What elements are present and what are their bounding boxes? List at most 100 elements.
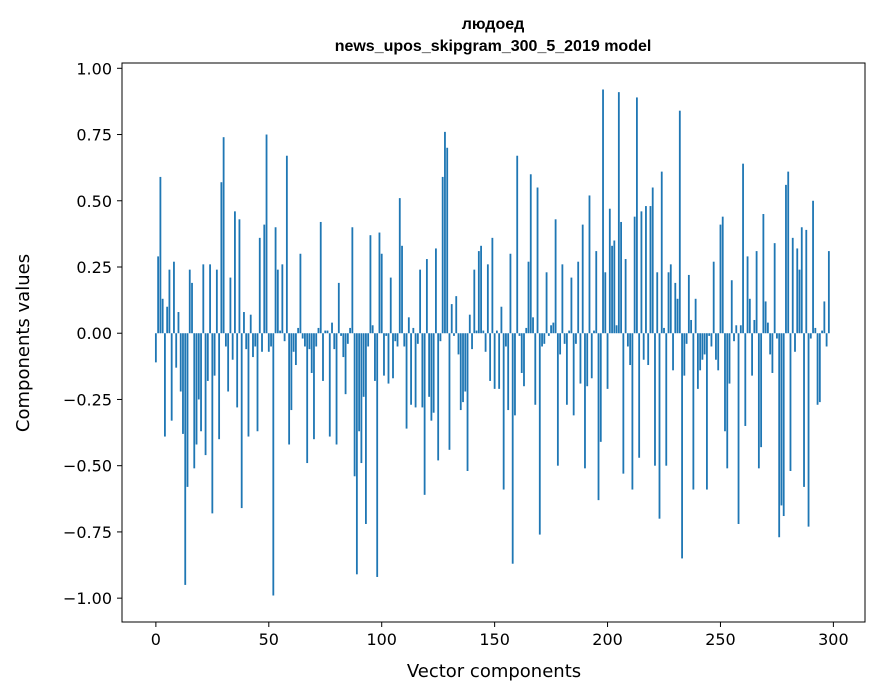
bar <box>710 333 713 347</box>
bar <box>593 330 595 334</box>
bar <box>552 322 555 334</box>
bar <box>224 333 227 347</box>
bar <box>290 333 293 411</box>
bar <box>658 333 661 519</box>
bar <box>482 330 485 334</box>
bar <box>719 224 722 334</box>
bar <box>274 227 277 334</box>
bar <box>773 243 776 334</box>
bar <box>780 333 783 506</box>
bar <box>825 333 828 347</box>
bar <box>380 253 383 334</box>
bar <box>285 155 288 334</box>
bar <box>613 240 616 334</box>
bar <box>188 269 191 334</box>
bar <box>807 333 810 527</box>
bar <box>708 333 711 336</box>
bar <box>683 333 686 376</box>
bar <box>699 333 702 371</box>
bar <box>202 264 205 334</box>
bar <box>236 333 239 408</box>
bar <box>667 272 670 334</box>
y-tick-label: 0.00 <box>76 324 112 343</box>
bar <box>446 147 449 334</box>
bar <box>315 333 318 347</box>
bar <box>554 219 557 334</box>
bar <box>681 333 683 559</box>
bar <box>649 206 652 334</box>
y-tick-label: −0.50 <box>63 457 112 476</box>
bar <box>568 330 571 334</box>
bar <box>182 333 184 434</box>
x-tick-label: 200 <box>592 630 623 649</box>
bar <box>640 211 643 334</box>
bar <box>620 221 622 334</box>
bar <box>371 325 374 334</box>
bar <box>218 333 221 440</box>
bar <box>337 282 340 334</box>
bar <box>685 333 688 344</box>
bar <box>809 333 812 339</box>
bar <box>678 110 681 334</box>
bar <box>547 333 550 336</box>
bar <box>261 333 263 352</box>
bar <box>717 333 720 371</box>
bar <box>739 325 742 334</box>
bar <box>771 333 774 373</box>
bar <box>498 333 501 389</box>
bar <box>712 261 715 334</box>
bar <box>297 327 300 334</box>
bar <box>645 206 647 334</box>
bar <box>538 333 541 535</box>
bar <box>405 333 408 429</box>
bar <box>369 235 372 334</box>
bar <box>534 333 537 405</box>
bar <box>665 333 668 466</box>
bar <box>477 251 480 334</box>
bar <box>416 333 419 344</box>
bar <box>410 333 412 405</box>
bar <box>301 333 304 339</box>
bar <box>728 333 731 384</box>
bar <box>283 333 286 342</box>
bar <box>453 333 455 336</box>
bar <box>595 251 598 334</box>
bar <box>484 333 487 352</box>
bar <box>227 333 230 392</box>
bar <box>611 245 613 334</box>
bar <box>776 333 778 339</box>
x-tick-label: 300 <box>818 630 849 649</box>
y-tick-label: 0.50 <box>76 192 112 211</box>
bar <box>760 333 763 448</box>
bar <box>642 333 645 360</box>
bar <box>351 227 354 334</box>
bar <box>258 237 261 334</box>
bar <box>509 253 512 334</box>
bar <box>654 333 656 466</box>
bar <box>475 330 478 334</box>
bar <box>256 333 259 432</box>
bar <box>164 333 166 437</box>
bar <box>423 333 426 495</box>
bar <box>292 333 295 352</box>
bar <box>787 171 790 334</box>
y-tick-label: 0.75 <box>76 126 112 145</box>
bar <box>491 237 494 334</box>
bar <box>378 232 381 334</box>
bar <box>617 92 620 334</box>
bar <box>252 333 254 358</box>
bar <box>186 333 189 487</box>
bar <box>168 269 171 334</box>
bar <box>457 333 460 355</box>
bar <box>231 333 234 360</box>
bar <box>358 333 361 432</box>
bar <box>272 333 275 596</box>
bar <box>414 333 417 408</box>
bar <box>360 333 363 464</box>
bar <box>724 333 726 432</box>
bar <box>794 333 796 352</box>
y-tick-label: 1.00 <box>76 59 112 78</box>
bar <box>177 312 180 334</box>
bar <box>753 319 756 334</box>
bar <box>425 259 428 334</box>
